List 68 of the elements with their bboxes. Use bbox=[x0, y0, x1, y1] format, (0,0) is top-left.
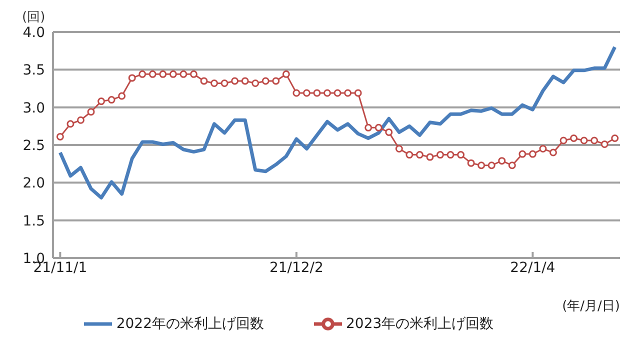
point bbox=[446, 151, 454, 159]
point bbox=[159, 70, 167, 78]
point bbox=[488, 162, 496, 170]
point bbox=[292, 89, 300, 97]
point bbox=[180, 70, 188, 78]
point bbox=[395, 145, 403, 153]
point bbox=[457, 151, 465, 159]
y-tick-label: 4.0 bbox=[22, 24, 45, 41]
point bbox=[56, 132, 64, 140]
point bbox=[518, 150, 526, 158]
point bbox=[580, 136, 588, 144]
point bbox=[334, 89, 342, 97]
point bbox=[560, 136, 568, 144]
y-axis-title: (回) bbox=[22, 9, 46, 26]
point bbox=[98, 98, 106, 106]
legend-label: 2023年の米利上げ回数 bbox=[346, 316, 494, 332]
point bbox=[200, 77, 208, 85]
point bbox=[354, 89, 362, 97]
point bbox=[108, 96, 116, 104]
point bbox=[436, 151, 444, 159]
point bbox=[570, 134, 578, 142]
y-tick-label: 3.5 bbox=[22, 62, 45, 79]
point bbox=[385, 128, 393, 136]
point bbox=[190, 70, 198, 78]
point bbox=[611, 134, 619, 142]
point bbox=[406, 151, 414, 159]
point bbox=[324, 89, 332, 97]
point bbox=[478, 162, 486, 170]
y-tick-label: 2.0 bbox=[22, 176, 45, 192]
point bbox=[426, 153, 434, 161]
point bbox=[498, 157, 506, 165]
point bbox=[539, 145, 547, 153]
point bbox=[76, 116, 84, 124]
point bbox=[252, 79, 260, 87]
line-series bbox=[58, 45, 617, 200]
point bbox=[87, 108, 95, 116]
point bbox=[138, 70, 146, 78]
y-tick-label: 2.5 bbox=[22, 138, 45, 154]
point bbox=[508, 162, 516, 170]
point bbox=[262, 77, 270, 85]
x-tick-label: 21/12/2 bbox=[269, 260, 324, 276]
x-tick-label: 22/1/4 bbox=[510, 260, 556, 276]
point bbox=[600, 140, 608, 148]
point bbox=[364, 124, 372, 132]
point bbox=[118, 92, 126, 100]
point bbox=[313, 89, 321, 97]
point bbox=[128, 74, 136, 82]
y-tick-label: 3.0 bbox=[22, 100, 45, 116]
x-axis-title: (年/月/日) bbox=[562, 299, 620, 314]
point bbox=[302, 89, 310, 97]
legend-label: 2022年の米利上げ回数 bbox=[116, 316, 264, 332]
point bbox=[241, 77, 249, 85]
y-tick-label: 1.5 bbox=[22, 213, 45, 230]
point bbox=[528, 150, 536, 158]
point bbox=[282, 70, 290, 78]
point bbox=[374, 124, 382, 132]
point bbox=[210, 79, 218, 87]
point bbox=[66, 120, 74, 128]
point bbox=[344, 89, 352, 97]
point bbox=[231, 77, 239, 85]
point bbox=[467, 159, 475, 167]
point bbox=[416, 151, 424, 159]
point bbox=[272, 77, 280, 85]
point bbox=[169, 70, 177, 78]
point bbox=[148, 70, 156, 78]
point bbox=[220, 79, 228, 87]
point bbox=[590, 136, 598, 144]
point bbox=[549, 148, 557, 156]
